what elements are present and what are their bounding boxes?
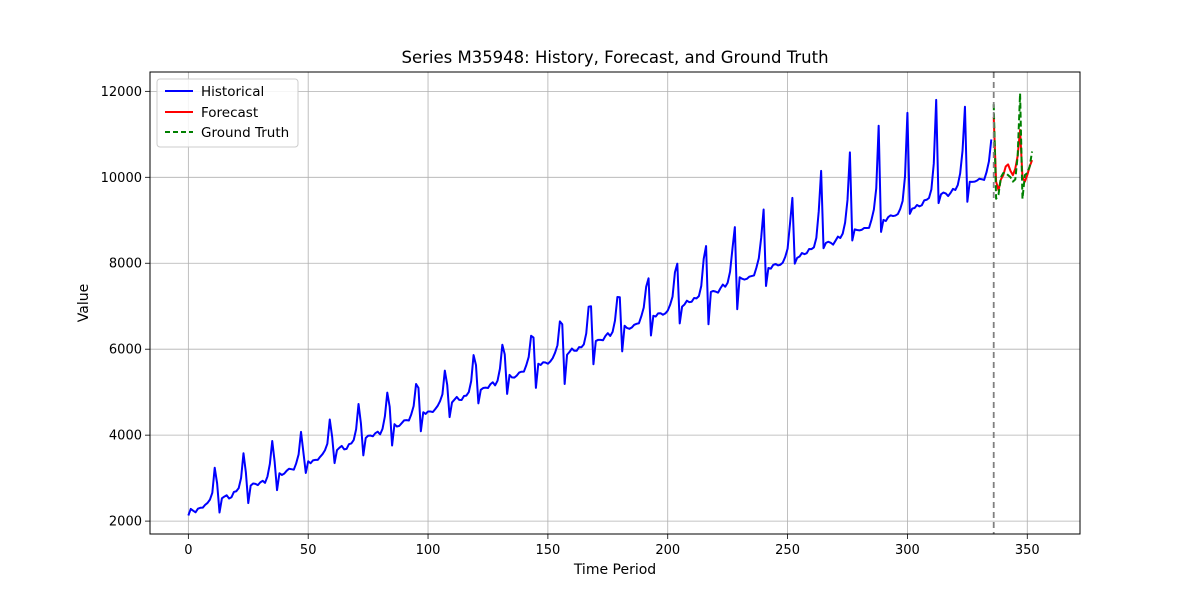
y-tick-label: 10000: [101, 171, 142, 186]
x-tick-label: 100: [416, 543, 441, 558]
legend-label-forecast: Forecast: [201, 105, 258, 121]
y-tick-label: 6000: [109, 343, 142, 358]
legend: Historical Forecast Ground Truth: [156, 78, 299, 148]
x-tick-label: 50: [300, 543, 317, 558]
ground-truth-line: [992, 92, 1034, 200]
legend-label-ground-truth: Ground Truth: [201, 125, 289, 141]
x-tick-label: 300: [895, 543, 920, 558]
legend-label-historical: Historical: [201, 84, 264, 100]
x-tick-label: 200: [655, 543, 680, 558]
series-layer: [187, 92, 1034, 516]
historical-line: [187, 98, 993, 516]
x-axis-label: Time Period: [573, 562, 656, 578]
x-tick-label: 250: [775, 543, 800, 558]
y-tick-label: 8000: [109, 257, 142, 272]
chart-title: Series M35948: History, Forecast, and Gr…: [401, 48, 828, 67]
grid: [150, 72, 1080, 534]
y-tick-label: 2000: [109, 515, 142, 530]
plot-frame: [149, 71, 1081, 535]
x-tick-label: 350: [1015, 543, 1040, 558]
y-axis-ticks: 2000 4000 6000 8000 10000 12000: [101, 85, 150, 530]
x-tick-label: 150: [535, 543, 560, 558]
y-axis-label: Value: [76, 284, 92, 322]
plot-background: [150, 72, 1080, 534]
legend-box: [156, 78, 299, 148]
x-axis-ticks: 0 50 100 150 200 250 300 350: [184, 534, 1040, 558]
y-tick-label: 4000: [109, 429, 142, 444]
y-tick-label: 12000: [101, 85, 142, 100]
x-tick-label: 0: [184, 543, 192, 558]
